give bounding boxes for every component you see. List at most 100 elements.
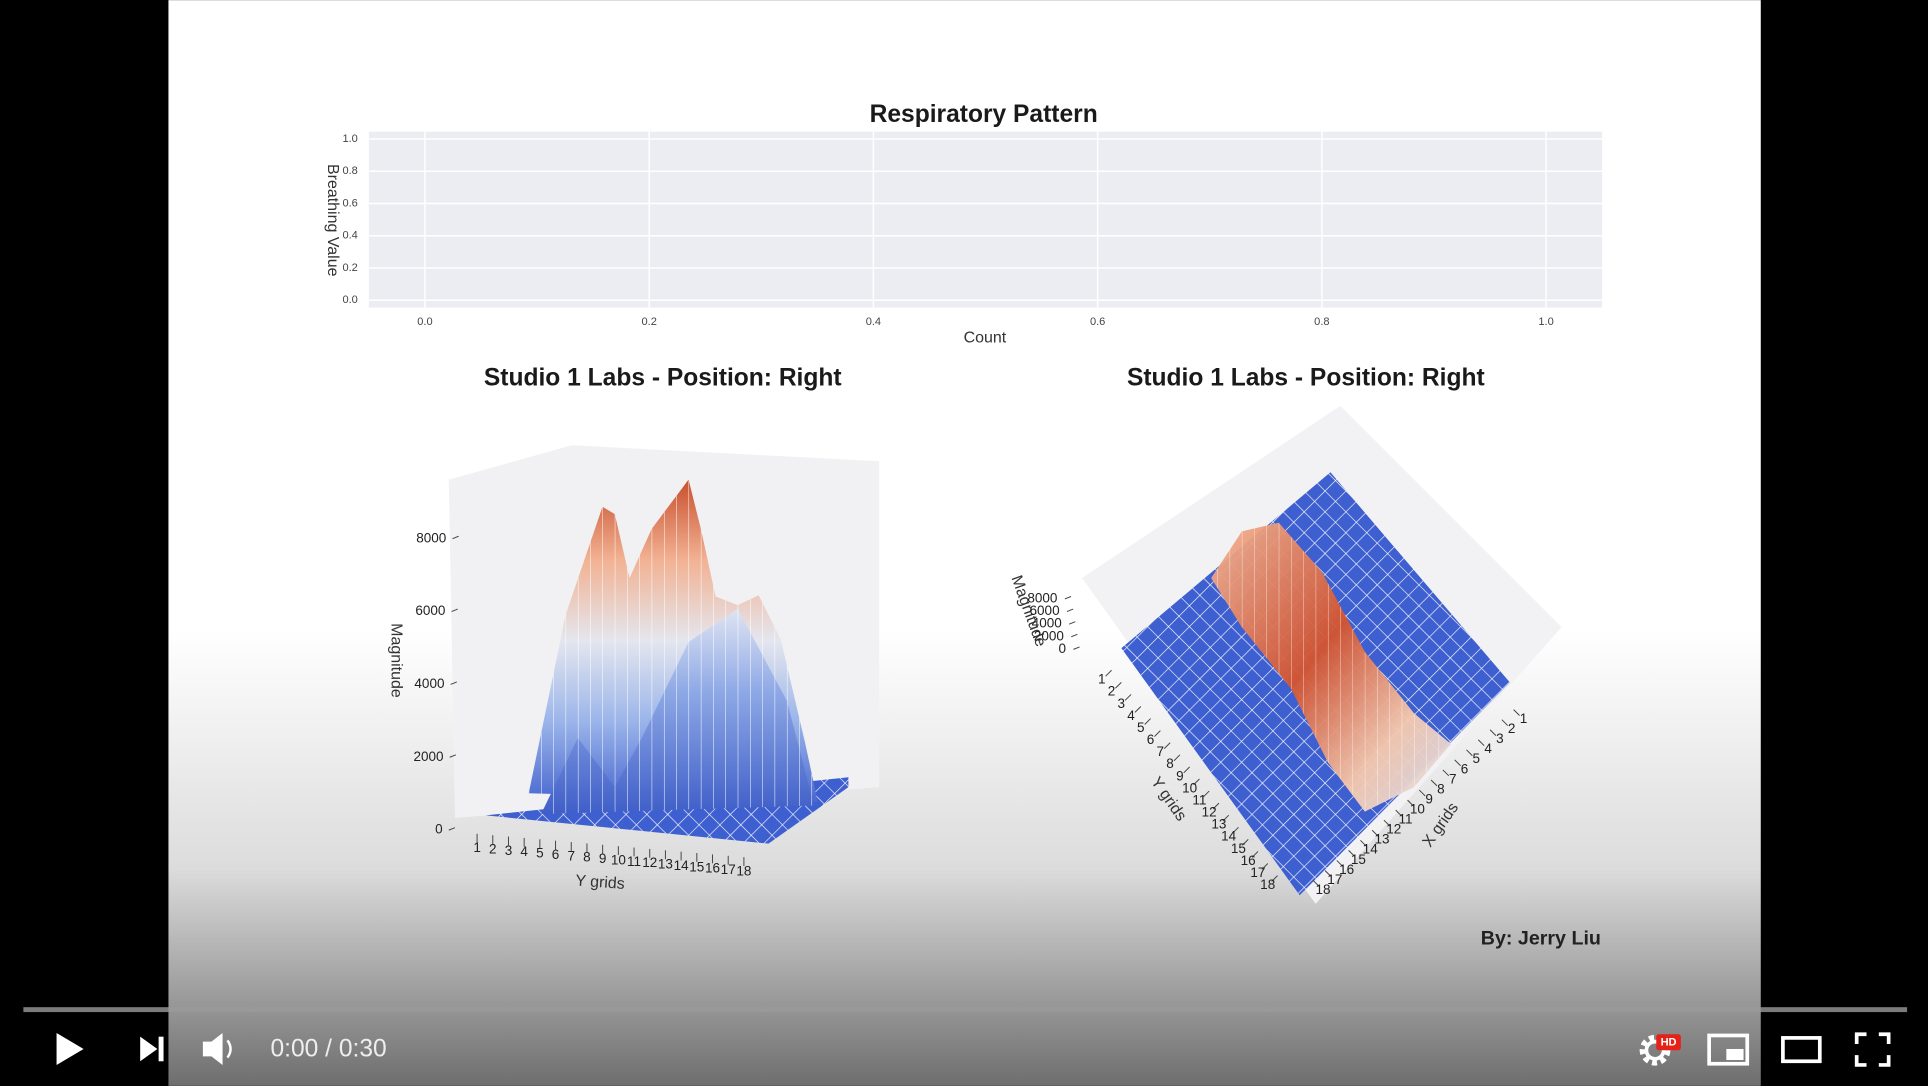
y-tick-label: 13 (658, 857, 673, 872)
y-tick-label: 11 (1192, 792, 1206, 807)
x-tick (1466, 749, 1473, 757)
z-tick (1066, 608, 1074, 613)
x-tick (1489, 729, 1497, 736)
z-tick (452, 535, 459, 540)
z-tick (448, 827, 456, 831)
x-tick (1501, 719, 1509, 726)
z-tick (450, 681, 457, 685)
y-tick (1183, 766, 1191, 774)
x-tick-label: 1.0 (1538, 316, 1553, 328)
y-tick-label: 4 (520, 844, 528, 859)
play-button[interactable] (56, 1032, 84, 1065)
volume-icon (202, 1032, 223, 1065)
x-tick-label: 6 (1461, 761, 1469, 776)
z-tick-label: 6000 (415, 603, 445, 618)
x-tick (1477, 739, 1485, 747)
y-tick-label: 3 (505, 843, 513, 858)
x-tick-label: 13 (1374, 832, 1389, 847)
y-tick-label: 18 (736, 863, 751, 878)
y-tick-label: 13 (1211, 817, 1226, 832)
x-tick (1312, 880, 1320, 887)
volume-button[interactable] (202, 1032, 232, 1065)
x-tick-label: 8 (1437, 781, 1445, 796)
x-tick (1336, 860, 1344, 867)
x-tick (1407, 799, 1414, 807)
z-tick-label: 4000 (414, 676, 444, 691)
y-tick-label: 9 (1176, 768, 1184, 783)
x-tick-label: 7 (1449, 771, 1457, 786)
theater-button[interactable] (1781, 1036, 1822, 1064)
next-button[interactable] (140, 1036, 164, 1062)
x-tick-label: 12 (1386, 822, 1401, 837)
x-tick (1348, 850, 1355, 857)
x-tick-label: 10 (1410, 802, 1425, 817)
y-tick (1163, 742, 1171, 749)
x-tick-label: 18 (1316, 882, 1331, 897)
z-tick (449, 754, 457, 758)
x-tick-label: 4 (1484, 741, 1492, 756)
surface-mesh (1211, 522, 1451, 812)
x-tick-label: 0.6 (1090, 316, 1105, 328)
y-tick (1144, 718, 1151, 725)
z-tick-label: 6000 (1030, 603, 1060, 618)
z-tick-label: 2000 (413, 749, 443, 764)
next-icon (140, 1036, 158, 1062)
x-tick-label: 3 (1496, 731, 1504, 746)
x-tick (1360, 839, 1367, 847)
y-tick (1124, 694, 1132, 701)
y-tick-label: 14 (1221, 829, 1237, 844)
y-tick-label: 0.8 (342, 165, 357, 177)
settings-button[interactable]: HD (1639, 1034, 1681, 1066)
chart-title: Studio 1 Labs - Position: Right (1127, 364, 1485, 391)
y-tick-label: 2 (489, 842, 497, 857)
y-tick (1202, 790, 1210, 798)
z-tick-label: 0 (435, 822, 443, 837)
time-display: 0:00 / 0:30 (271, 1036, 387, 1063)
z-tick (1073, 646, 1080, 650)
y-tick-label: 0.4 (342, 230, 357, 242)
y-axis-label: Breathing Value (324, 164, 341, 277)
y-tick (1222, 814, 1230, 822)
y-tick (1251, 851, 1259, 858)
x-tick (1513, 709, 1520, 716)
fullscreen-button[interactable] (1854, 1032, 1891, 1067)
y-tick (1271, 875, 1278, 882)
z-tick-label: 4000 (1032, 616, 1062, 631)
y-tick (1105, 669, 1112, 677)
y-tick (1212, 802, 1220, 810)
y-tick-label: 4 (1127, 708, 1135, 723)
y-tick-label: 5 (1137, 720, 1145, 735)
x-tick-label: 14 (1363, 842, 1379, 857)
y-tick-label: 7 (1157, 744, 1165, 759)
x-tick (1418, 789, 1426, 797)
z-tick-label: 2000 (1034, 628, 1064, 643)
miniplayer-icon (1726, 1048, 1744, 1061)
surface-plot-left (448, 445, 880, 844)
y-tick-label: 1 (473, 840, 481, 855)
y-tick-label: 9 (599, 851, 607, 866)
y-tick-label: 15 (1231, 841, 1246, 856)
x-tick-label: 0.0 (417, 316, 432, 328)
x-tick (1395, 809, 1402, 817)
next-icon (158, 1036, 164, 1062)
z-tick-label: 8000 (416, 530, 446, 545)
plot-area (368, 131, 1603, 308)
miniplayer-button[interactable] (1707, 1033, 1750, 1066)
y-tick-label: 10 (611, 853, 626, 868)
y-tick-label: 0.6 (342, 197, 357, 209)
z-tick-label: 0 (1059, 641, 1067, 656)
y-tick (1173, 754, 1181, 762)
y-tick-label: 12 (1202, 805, 1217, 820)
y-axis-label: Y grids (575, 872, 625, 892)
x-tick-label: 2 (1508, 721, 1516, 736)
y-tick-label: 2 (1108, 684, 1116, 699)
surface-plot-right (1082, 405, 1562, 904)
progress-bar[interactable] (23, 1007, 1908, 1013)
y-tick (1261, 863, 1269, 870)
y-tick (1193, 778, 1200, 786)
y-tick-label: 0.2 (342, 262, 357, 274)
credit: By: Jerry Liu (1481, 928, 1601, 950)
y-tick (1232, 826, 1239, 834)
y-tick-label: 6 (1147, 732, 1155, 747)
